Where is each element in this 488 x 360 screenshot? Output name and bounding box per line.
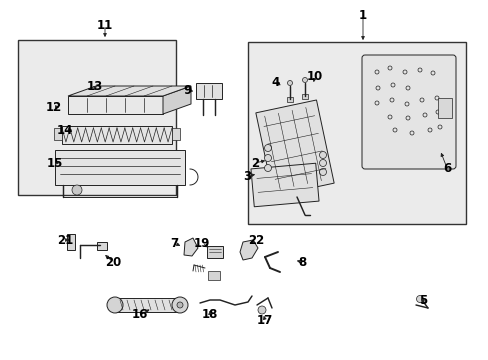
Bar	[67, 234, 75, 250]
Bar	[196, 83, 222, 99]
Text: 19: 19	[193, 237, 210, 249]
Text: 14: 14	[57, 123, 73, 136]
Bar	[437, 98, 451, 118]
Text: 22: 22	[247, 234, 264, 247]
Bar	[55, 150, 184, 185]
Polygon shape	[68, 86, 191, 96]
Bar	[18, 40, 176, 195]
Circle shape	[416, 296, 423, 302]
Circle shape	[302, 77, 307, 82]
Polygon shape	[240, 240, 258, 260]
Bar	[286, 97, 292, 102]
Text: 10: 10	[306, 69, 323, 82]
Circle shape	[258, 306, 265, 314]
Bar	[172, 128, 180, 140]
Text: 1: 1	[358, 9, 366, 22]
Circle shape	[177, 302, 183, 308]
Text: 11: 11	[97, 18, 113, 32]
Text: 9: 9	[183, 84, 192, 96]
Circle shape	[287, 81, 292, 86]
Bar	[207, 271, 220, 280]
Bar	[62, 126, 172, 144]
Circle shape	[319, 159, 326, 166]
Text: 8: 8	[297, 256, 305, 269]
Text: 7: 7	[170, 237, 178, 249]
Text: 12: 12	[46, 100, 62, 113]
Circle shape	[72, 185, 82, 195]
Bar	[68, 96, 163, 114]
Text: 13: 13	[87, 80, 103, 93]
Text: 16: 16	[132, 309, 148, 321]
Bar	[247, 42, 465, 224]
Bar	[250, 163, 318, 207]
Bar	[206, 246, 223, 258]
Text: 18: 18	[202, 309, 218, 321]
Text: 15: 15	[47, 157, 63, 170]
Bar	[255, 100, 333, 196]
Bar	[302, 94, 307, 99]
Circle shape	[264, 154, 271, 162]
Circle shape	[319, 152, 326, 158]
FancyBboxPatch shape	[361, 55, 455, 169]
Text: 3: 3	[243, 170, 250, 183]
Bar	[115, 298, 180, 312]
Polygon shape	[183, 238, 198, 256]
Text: 17: 17	[256, 314, 273, 327]
Text: 6: 6	[442, 162, 450, 175]
Text: 4: 4	[271, 76, 280, 89]
Circle shape	[107, 297, 123, 313]
Text: 21: 21	[57, 234, 73, 247]
Circle shape	[172, 297, 187, 313]
Text: 5: 5	[418, 293, 426, 306]
Circle shape	[264, 144, 271, 152]
Bar	[54, 128, 62, 140]
Circle shape	[264, 165, 271, 171]
Polygon shape	[163, 86, 191, 114]
Circle shape	[319, 168, 326, 176]
Text: 20: 20	[104, 256, 121, 269]
Text: 2: 2	[250, 157, 259, 170]
Bar	[97, 242, 107, 250]
